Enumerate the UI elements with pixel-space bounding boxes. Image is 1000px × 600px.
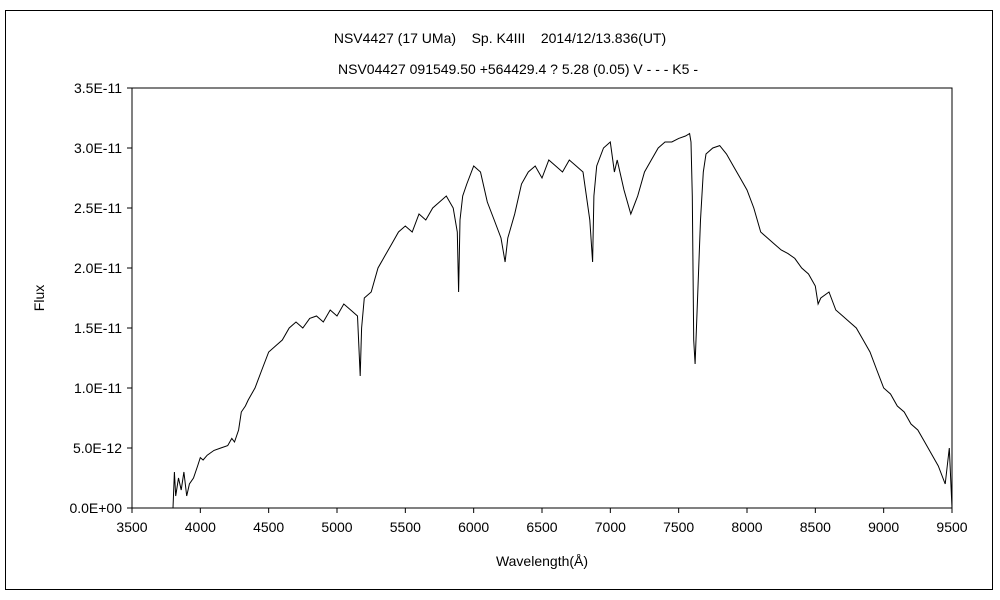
x-tick-label: 7500 xyxy=(663,519,694,535)
y-axis: 0.0E+00 5.0E-12 1.0E-11 1.5E-11 2.0E-11 2.5E-… xyxy=(69,80,132,516)
y-tick-label: 1.0E-11 xyxy=(74,380,122,396)
y-tick-label: 2.0E-11 xyxy=(74,260,122,276)
x-tick-label: 8000 xyxy=(731,519,762,535)
x-axis-label: Wavelength(Å) xyxy=(496,553,588,569)
chart-frame xyxy=(5,10,993,590)
x-tick-label: 7000 xyxy=(595,519,626,535)
x-tick-label: 6500 xyxy=(526,519,557,535)
x-tick-label: 3500 xyxy=(116,519,147,535)
y-tick-label: 5.0E-12 xyxy=(73,440,122,456)
x-axis: 3500 4000 4500 5000 5500 6000 6500 7000 7500 8000… xyxy=(116,508,968,535)
chart-title: NSV4427 (17 UMa) Sp. K4III 2014/12/13.83… xyxy=(334,30,666,46)
y-tick-label: 1.5E-11 xyxy=(74,320,122,336)
series-line xyxy=(172,132,953,509)
x-tick-label: 4500 xyxy=(253,519,284,535)
chart-subtitle: NSV04427 091549.50 +564429.4 ? 5.28 (0.0… xyxy=(338,61,698,77)
x-tick-label: 5500 xyxy=(390,519,421,535)
y-axis-label: Flux xyxy=(31,285,47,311)
y-tick-label: 3.0E-11 xyxy=(74,140,122,156)
x-tick-label: 6000 xyxy=(458,519,489,535)
y-tick-label: 0.0E+00 xyxy=(69,500,122,516)
x-tick-label: 4000 xyxy=(185,519,216,535)
y-tick-label: 2.5E-11 xyxy=(74,200,122,216)
x-tick-label: 5000 xyxy=(321,519,352,535)
x-tick-label: 8500 xyxy=(800,519,831,535)
plot-area xyxy=(131,87,953,509)
x-tick-label: 9500 xyxy=(936,519,967,535)
y-tick-label: 3.5E-11 xyxy=(74,80,122,96)
x-tick-label: 9000 xyxy=(868,519,899,535)
